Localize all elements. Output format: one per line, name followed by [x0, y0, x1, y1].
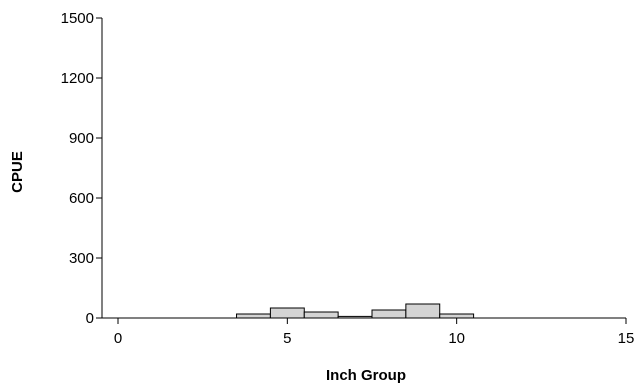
y-tick-label: 0 [86, 310, 94, 327]
x-tick-label: 0 [114, 330, 122, 347]
y-tick-label: 300 [69, 250, 94, 267]
y-ticks: 0 300 600 900 1200 1500 [61, 10, 102, 327]
histogram-bar [371, 309, 407, 319]
x-tick-label: 10 [448, 330, 465, 347]
histogram-bar [439, 313, 475, 319]
y-axis-title: CPUE [9, 151, 26, 193]
x-ticks: 0 5 10 15 [114, 318, 635, 347]
histogram-bar [303, 311, 339, 319]
histogram-bar [236, 313, 271, 319]
x-tick-label: 15 [618, 330, 635, 347]
bar-group [236, 303, 475, 319]
y-tick-label: 1500 [61, 10, 94, 27]
y-tick-label: 900 [69, 130, 94, 147]
x-axis-title: Inch Group [326, 367, 406, 384]
histogram-bar [405, 303, 441, 319]
x-tick-label: 5 [283, 330, 291, 347]
y-tick-label: 1200 [61, 70, 94, 87]
histogram-bar [269, 307, 305, 319]
y-tick-label: 600 [69, 190, 94, 207]
